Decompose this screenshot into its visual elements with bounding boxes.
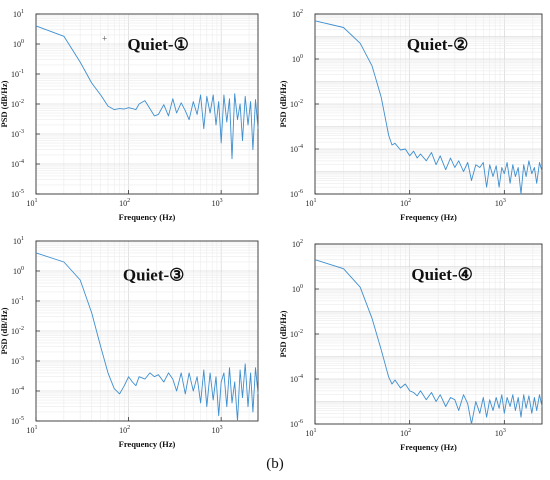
y-axis-label: PSD (dB/Hz) (278, 80, 288, 127)
x-tick-label: 103 (212, 425, 223, 435)
panel-title: Quiet-③ (123, 266, 185, 285)
x-tick-label: 103 (495, 198, 506, 208)
x-tick-label: 103 (495, 428, 506, 438)
panel-title: Quiet-② (407, 35, 469, 54)
x-tick-label: 102 (400, 428, 411, 438)
y-tick-label: 10-2 (290, 99, 303, 109)
y-tick-label: 10-6 (290, 419, 303, 429)
y-tick-label: 10-6 (290, 189, 303, 199)
psd-series-line (35, 25, 259, 160)
y-tick-label: 10-4 (11, 159, 24, 169)
y-tick-label: 10-4 (290, 374, 303, 384)
y-tick-label: 101 (13, 236, 24, 246)
x-tick-label: 101 (27, 425, 38, 435)
y-tick-label: 10-4 (290, 144, 303, 154)
x-tick-label: 102 (119, 425, 130, 435)
annotation-marker: + (102, 34, 107, 44)
figure-caption: (b) (266, 456, 284, 472)
y-tick-label: 102 (292, 239, 303, 249)
y-tick-label: 10-4 (11, 386, 24, 396)
chart-panel-4: 101 102 103 10-6 10-4 10-2 100 102 Frequency (Hz… (278, 239, 543, 452)
y-tick-label: 10-3 (11, 356, 24, 366)
x-tick-label: 103 (212, 198, 223, 208)
y-tick-label: 101 (13, 9, 24, 19)
y-tick-label: 100 (13, 39, 24, 49)
psd-series-line (314, 259, 543, 425)
y-axis-label: PSD (dB/Hz) (0, 80, 9, 127)
y-tick-label: 10-3 (11, 129, 24, 139)
x-axis-label: Frequency (Hz) (119, 212, 176, 222)
y-tick-label: 10-1 (11, 296, 24, 306)
y-axis-label: PSD (dB/Hz) (278, 310, 288, 357)
x-tick-label: 101 (27, 198, 38, 208)
y-tick-label: 102 (292, 9, 303, 19)
chart-panel-2: 101 102 103 10-6 10-4 10-2 100 102 Frequency (Hz… (278, 9, 543, 222)
y-tick-label: 10-5 (11, 416, 24, 426)
y-tick-label: 10-2 (290, 329, 303, 339)
psd-series-line (35, 252, 259, 422)
y-tick-label: 100 (13, 266, 24, 276)
x-tick-label: 101 (306, 198, 317, 208)
panel-title: Quiet-① (127, 35, 189, 54)
y-tick-label: 10-1 (11, 69, 24, 79)
x-axis-label: Frequency (Hz) (400, 442, 457, 452)
y-tick-label: 10-2 (11, 99, 24, 109)
y-tick-label: 10-2 (11, 326, 24, 336)
psd-series-line (314, 20, 543, 195)
y-axis-label: PSD (dB/Hz) (0, 307, 9, 354)
chart-panel-3: 101 102 103 10-5 10-4 10-3 10-2 10-1 100 101 Frequ… (0, 236, 259, 449)
panel-title: Quiet-④ (411, 265, 473, 284)
y-tick-label: 100 (292, 54, 303, 64)
x-tick-label: 102 (119, 198, 130, 208)
chart-panel-1: 101 102 103 10-5 10-4 10-3 10-2 10-1 100 101 Frequ… (0, 9, 259, 222)
x-axis-label: Frequency (Hz) (119, 439, 176, 449)
x-axis-label: Frequency (Hz) (400, 212, 457, 222)
y-tick-label: 10-5 (11, 189, 24, 199)
x-tick-label: 102 (400, 198, 411, 208)
x-tick-label: 101 (306, 428, 317, 438)
y-tick-label: 100 (292, 284, 303, 294)
